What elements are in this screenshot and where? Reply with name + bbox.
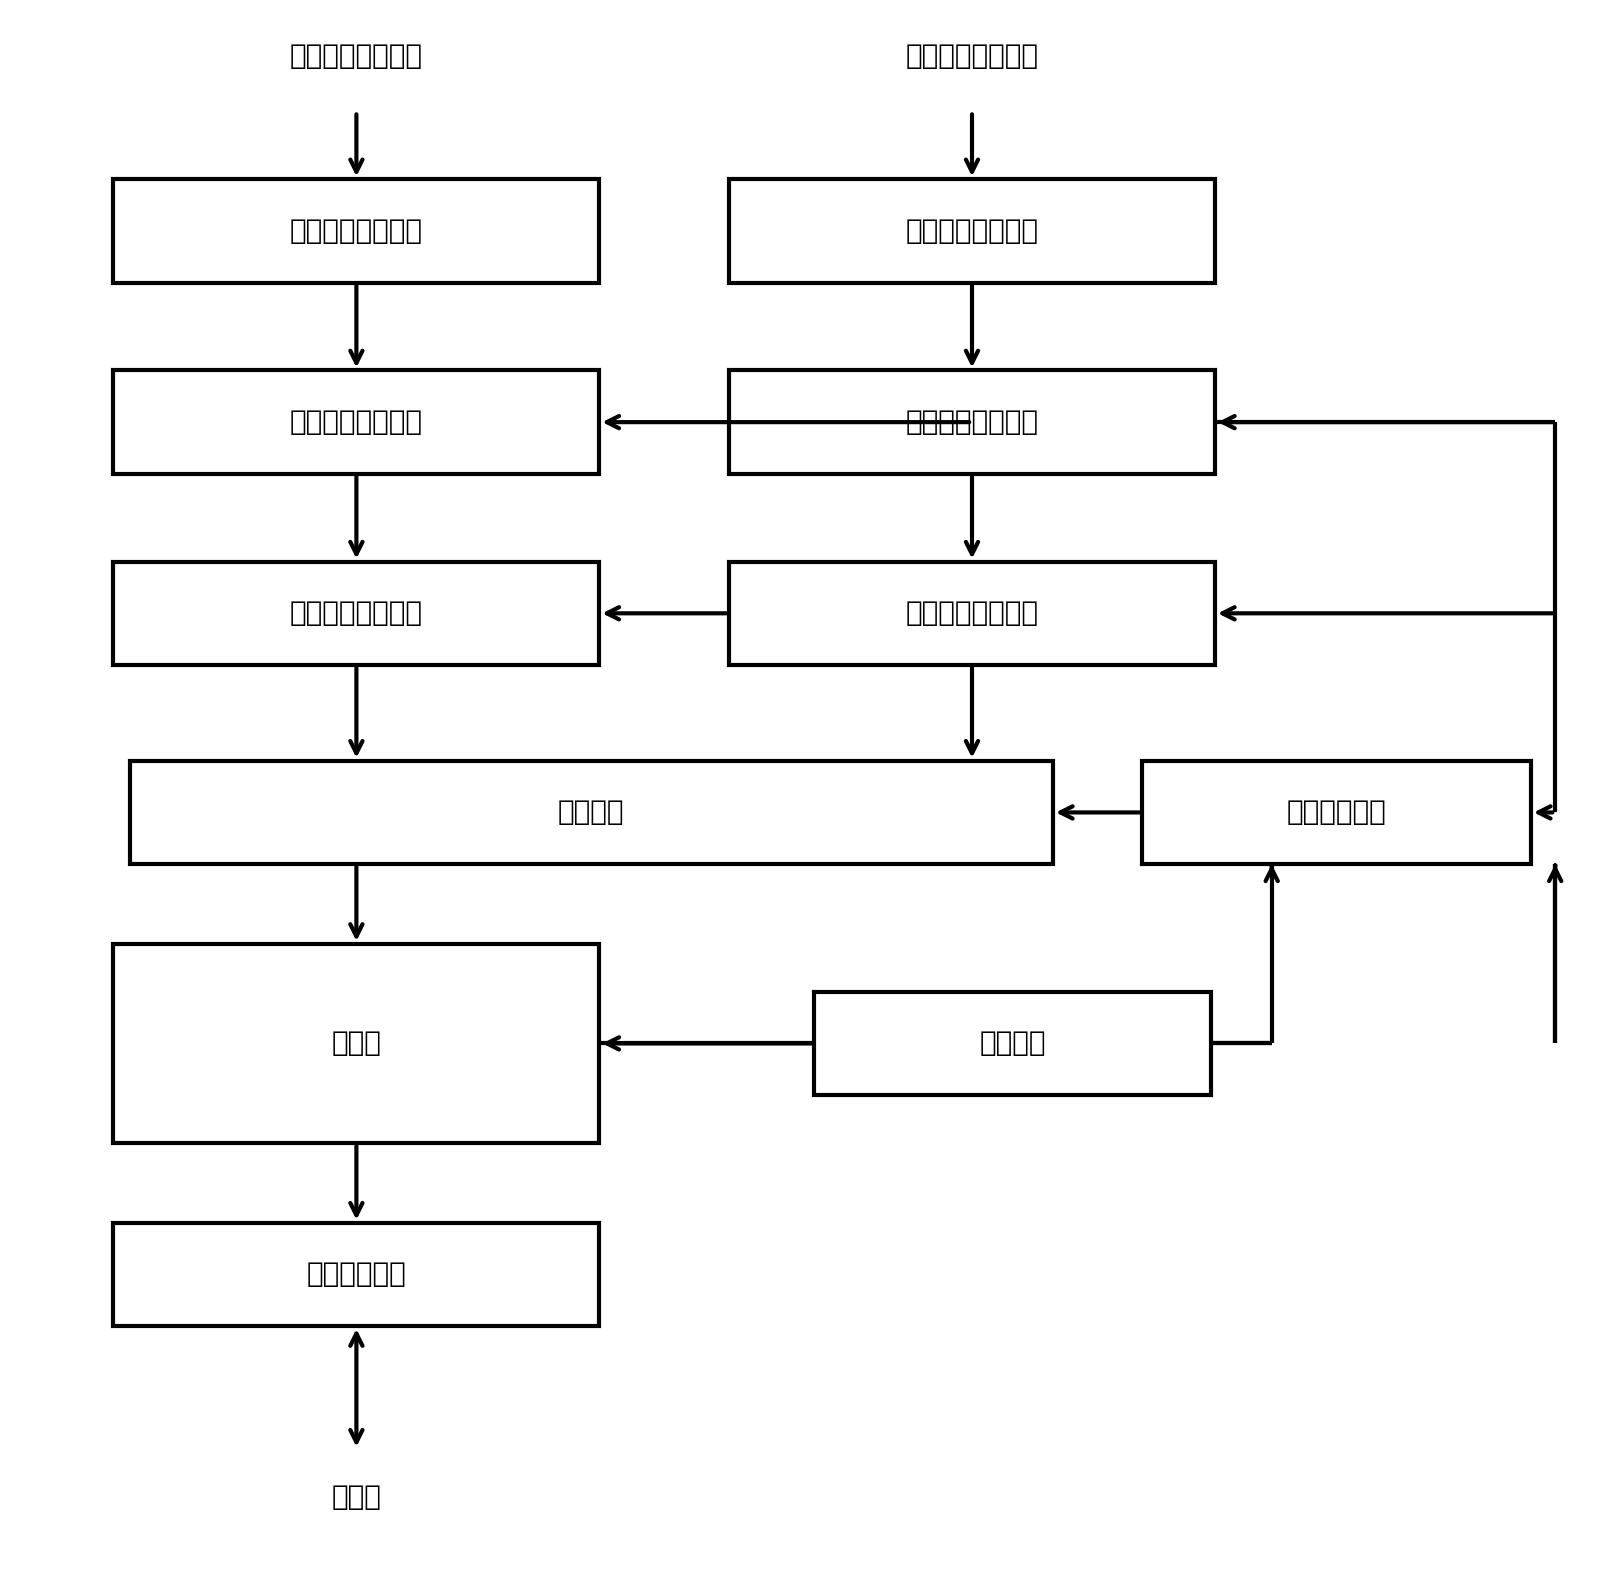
Text: 输入输出电路: 输入输出电路 <box>306 1260 407 1289</box>
Text: 操作者: 操作者 <box>332 1483 381 1512</box>
Bar <box>130 760 1053 863</box>
Text: 第二信号调理电路: 第二信号调理电路 <box>906 217 1038 245</box>
Bar <box>729 561 1215 666</box>
Text: 第一模数转换电路: 第一模数转换电路 <box>290 408 423 436</box>
Bar <box>729 370 1215 475</box>
Bar <box>729 180 1215 282</box>
Text: 第一路正弦波信号: 第一路正弦波信号 <box>290 41 423 70</box>
Bar <box>813 991 1210 1096</box>
Text: 第一数据寄存电路: 第一数据寄存电路 <box>290 599 423 628</box>
Text: 第二数据寄存电路: 第二数据寄存电路 <box>906 599 1038 628</box>
Text: 第二模数转换电路: 第二模数转换电路 <box>906 408 1038 436</box>
Bar <box>113 1223 599 1325</box>
Bar <box>113 180 599 282</box>
Bar <box>113 943 599 1144</box>
Text: 接口电路: 接口电路 <box>557 798 625 827</box>
Bar <box>113 561 599 666</box>
Text: 逻辑控制电路: 逻辑控制电路 <box>1286 798 1387 827</box>
Bar <box>1142 760 1531 863</box>
Text: 计算机: 计算机 <box>332 1029 381 1058</box>
Text: 时钟电路: 时钟电路 <box>978 1029 1047 1058</box>
Bar <box>113 370 599 475</box>
Text: 第二路正弦波信号: 第二路正弦波信号 <box>906 41 1038 70</box>
Text: 第一信号调理电路: 第一信号调理电路 <box>290 217 423 245</box>
